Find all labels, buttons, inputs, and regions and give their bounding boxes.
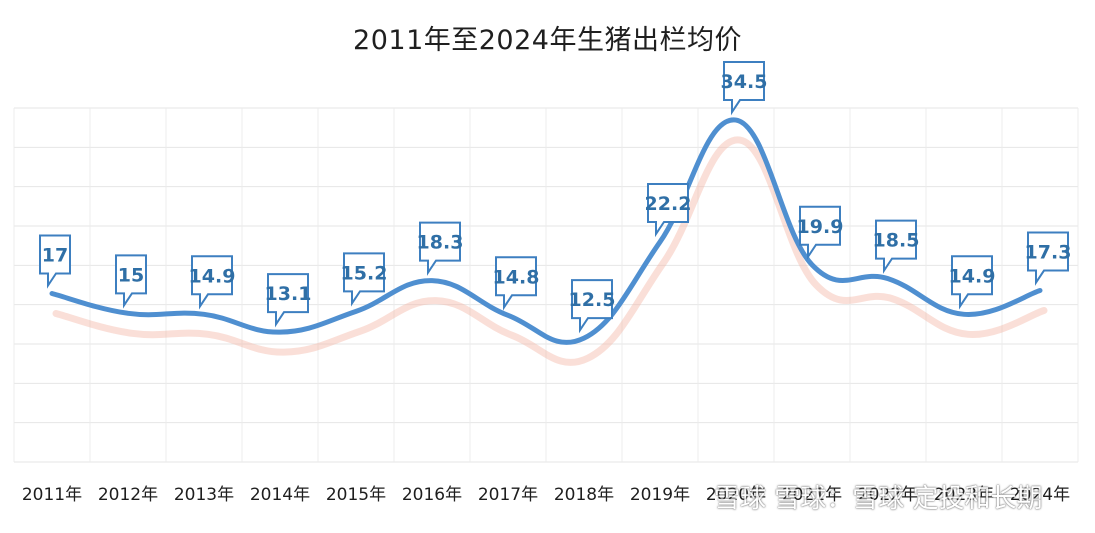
data-label-box [951,255,993,310]
data-label-text: 15.2 [341,262,388,284]
data-label: 22.2 [645,182,692,238]
series-path [49,117,1043,345]
data-label: 34.5 [721,61,768,116]
series-shadow [52,136,1048,366]
data-label-text: 17 [42,244,68,266]
data-label: 18.5 [873,219,920,274]
data-label-box [419,221,461,276]
data-label: 15.2 [341,252,388,307]
data-label: 17.3 [1025,231,1072,286]
data-label: 13.1 [265,273,312,328]
data-label: 12.5 [569,279,616,334]
data-label-text: 14.9 [949,265,996,287]
data-label-text: 18.5 [873,230,920,252]
x-tick-label: 2013年 [174,485,234,505]
x-tick-label: 2019年 [630,485,690,505]
data-label-text: 18.3 [417,232,464,254]
data-label: 19.9 [797,205,844,261]
data-label: 18.3 [417,221,464,276]
data-label-text: 22.2 [645,193,692,215]
data-label: 17 [39,234,71,289]
x-tick-label: 2014年 [250,485,310,505]
x-tick-label: 2017年 [478,485,538,505]
data-label-box [39,234,71,289]
data-label-text: 34.5 [721,71,768,93]
line-shadow [52,136,1048,366]
x-tick-label: 2022年 [858,485,918,505]
data-label-text: 12.5 [569,289,616,311]
x-tick-label: 2016年 [402,485,462,505]
data-label-box [267,273,309,328]
x-axis-ticks: 2011年 2012年 2013年 2014年 2015年 2016年 2017年 2018年… [22,485,1070,505]
data-label: 14.9 [189,255,236,310]
x-tick-label: 2021年 [782,485,842,505]
chart-title: 2011年至2024年生猪出栏均价 [353,25,742,56]
x-tick-label: 2012年 [98,485,158,505]
data-label-box [1027,231,1069,286]
data-label-text: 14.9 [189,265,236,287]
data-label-text: 15 [118,264,144,286]
data-label-box [115,254,147,309]
data-label: 14.8 [493,256,540,311]
data-label-box [875,219,917,274]
data-label: 15 [115,254,147,309]
data-label: 14.9 [949,255,996,310]
data-label-text: 17.3 [1025,242,1072,264]
x-tick-label: 2018年 [554,485,614,505]
data-label-box [723,61,765,116]
data-label-box [647,182,689,238]
data-label-box [571,279,613,334]
data-label-box [191,255,233,310]
x-tick-label: 2020年 [706,485,766,505]
data-label-box [343,252,385,307]
x-tick-label: 2023年 [934,485,994,505]
data-label-box [495,256,537,311]
series-line [49,117,1043,345]
grid-lines [13,107,1079,463]
data-label-text: 14.8 [493,266,540,288]
data-labels: 17 15 14.9 13.1 15.2 18.3 14.8 12.5 22.2 34.5 19.9… [39,61,1072,334]
x-tick-label: 2011年 [22,485,82,505]
x-tick-label: 2015年 [326,485,386,505]
x-tick-label: 2024年 [1010,485,1070,505]
data-label-box [799,205,841,261]
data-label-text: 19.9 [797,216,844,238]
watermark: 雪球 雪球：雪球 定投和长期 [714,484,1043,514]
data-label-text: 13.1 [265,283,312,305]
